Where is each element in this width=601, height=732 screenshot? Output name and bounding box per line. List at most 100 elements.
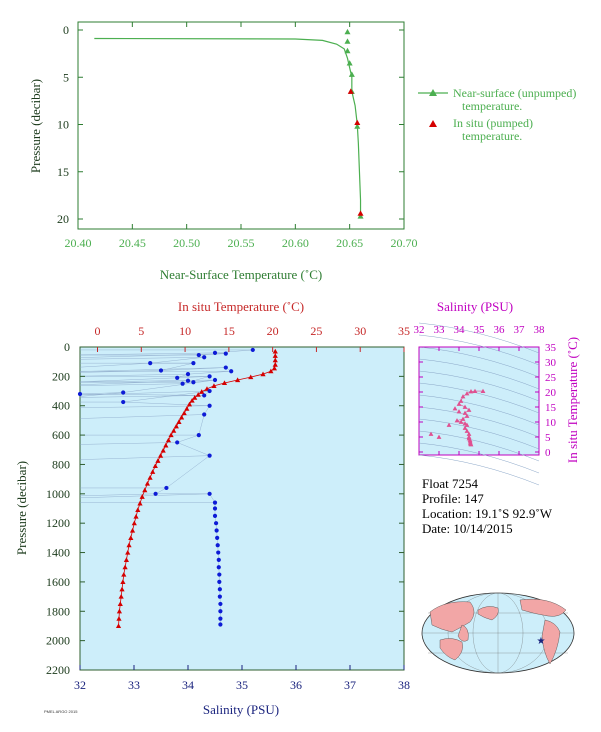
salinity-point — [191, 361, 196, 366]
salinity-point — [223, 351, 228, 356]
legend-pumped-label-2: temperature. — [462, 129, 522, 143]
temperature-point — [147, 475, 153, 480]
ts-sal-tick-label: 37 — [514, 324, 526, 336]
salinity-point — [212, 377, 218, 383]
temperature-point — [165, 437, 172, 443]
ts-top-axis-label: Salinity (PSU) — [437, 299, 513, 314]
salinity-point — [215, 535, 220, 540]
salinity-link — [79, 383, 183, 386]
top-x-tick-label: 20.45 — [119, 236, 146, 250]
pumped-point — [357, 210, 364, 216]
salinity-point — [153, 491, 158, 496]
float-info: Float 7254 Profile: 147 Location: 19.1˚S… — [422, 476, 553, 536]
temperature-point — [272, 362, 278, 367]
pressure-tick-label: 600 — [52, 428, 70, 442]
top-y-tick-label: 15 — [57, 165, 69, 179]
density-contour — [418, 454, 540, 486]
pressure-tick-label: 1400 — [46, 546, 70, 560]
salinity-point — [212, 350, 218, 355]
top-y-axis-label: Pressure (decibar) — [28, 79, 43, 173]
salinity-point — [158, 368, 164, 373]
salinity-link — [79, 373, 189, 377]
info-profile: Profile: 147 — [422, 491, 484, 506]
temperature-point — [125, 549, 131, 555]
temperature-point — [119, 586, 125, 592]
top-y-tick-label: 5 — [63, 70, 69, 84]
salinity-point — [217, 579, 222, 585]
top-y-tick-label: 20 — [57, 212, 69, 226]
pressure-tick-label: 400 — [52, 399, 70, 413]
temperature-point — [272, 348, 278, 354]
salinity-point — [215, 543, 220, 548]
temperature-point — [131, 520, 137, 526]
ts-sal-tick-label: 34 — [454, 324, 466, 336]
salinity-point — [250, 347, 255, 353]
temperature-point — [189, 397, 195, 403]
ts-temp-tick-label: 30 — [545, 357, 557, 369]
temperature-point — [221, 380, 228, 386]
temperature-point — [126, 542, 132, 548]
top-y-axis: 0 5 10 15 20 — [57, 23, 404, 226]
pressure-tick-label: 200 — [52, 369, 70, 383]
ts-temperature-axis: 0 5 10 15 20 25 30 35 — [419, 342, 557, 459]
temperature-point — [178, 414, 185, 420]
salinity-link — [79, 442, 178, 445]
salinity-point — [223, 365, 228, 370]
salinity-point — [202, 355, 207, 360]
salinity-point — [212, 513, 218, 518]
temperature-point — [235, 377, 241, 383]
ts-point — [466, 431, 472, 436]
density-contour — [418, 322, 540, 354]
ts-chart: 32 33 34 35 36 37 38 0 5 10 15 20 25 30 35 Salinity (… — [414, 299, 580, 486]
ts-point — [458, 398, 464, 403]
ts-point — [464, 413, 470, 418]
salinity-point — [218, 616, 223, 621]
pressure-tick-label: 2200 — [46, 663, 70, 677]
salinity-link — [79, 380, 189, 385]
temperature-point — [133, 513, 139, 519]
temperature-point — [171, 428, 177, 433]
info-float: Float 7254 — [422, 476, 478, 491]
temperature-point — [117, 601, 123, 607]
density-contour — [418, 382, 540, 414]
temperature-point — [157, 453, 164, 458]
main-bottom-axis-label: Salinity (PSU) — [203, 702, 279, 717]
temperature-point — [181, 410, 187, 416]
legend-unpumped-label-2: temperature. — [462, 99, 522, 113]
salinity-link — [79, 493, 210, 499]
ts-point — [466, 407, 472, 412]
density-contour — [418, 406, 540, 438]
salinity-point — [164, 485, 169, 491]
ts-sal-tick-label: 38 — [534, 324, 546, 336]
salinity-point — [213, 521, 219, 526]
temperature-point — [123, 557, 130, 562]
top-x-tick-label: 20.50 — [173, 236, 200, 250]
sal-tick-label: 35 — [236, 678, 248, 692]
unpumped-point — [357, 213, 364, 219]
salinity-point — [216, 565, 221, 570]
ts-temp-tick-label: 5 — [545, 432, 551, 444]
ts-temp-tick-label: 20 — [545, 387, 557, 399]
temperature-point — [248, 374, 254, 380]
temperature-point — [173, 423, 179, 429]
pressure-tick-label: 2000 — [46, 634, 70, 648]
pressure-tick-label: 800 — [52, 457, 70, 471]
top-series — [94, 28, 364, 219]
top-x-tick-label: 20.65 — [336, 236, 363, 250]
temperature-point — [186, 401, 193, 407]
salinity-point — [216, 557, 221, 562]
salinity-series — [77, 347, 255, 627]
salinity-link — [79, 377, 178, 383]
main-plot-frame — [79, 346, 405, 671]
temp-tick-label: 30 — [354, 324, 366, 338]
pumped-point — [354, 119, 361, 126]
temperature-point — [272, 357, 278, 363]
ts-point — [452, 406, 458, 411]
temperature-point — [116, 608, 123, 614]
top-y-tick-label: 10 — [57, 118, 69, 132]
sal-tick-label: 33 — [128, 678, 140, 692]
ts-point — [460, 394, 466, 399]
ts-point — [456, 409, 462, 414]
main-y-axis-label: Pressure (decibar) — [14, 461, 29, 555]
temperature-point — [115, 623, 122, 629]
